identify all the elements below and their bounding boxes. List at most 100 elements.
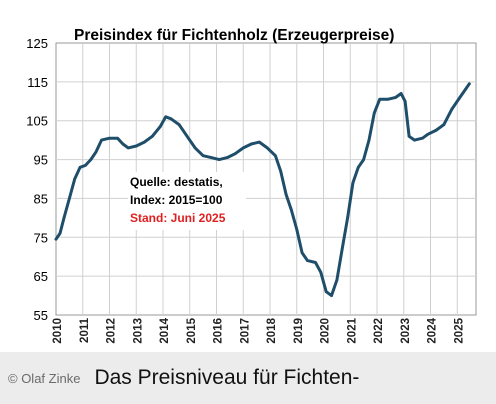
annotation-stand: Stand: Juni 2025 bbox=[130, 211, 226, 225]
data-point bbox=[394, 96, 398, 99]
x-tick-label: 2015 bbox=[186, 317, 198, 343]
data-point bbox=[434, 129, 438, 132]
photo-credit: © Olaf Zinke bbox=[8, 370, 81, 386]
data-point bbox=[217, 158, 221, 161]
data-point bbox=[426, 133, 430, 136]
y-axis-ticks: 55 65 75 85 95 105 115 125 bbox=[26, 36, 48, 323]
data-point bbox=[135, 144, 138, 148]
data-point bbox=[407, 135, 411, 138]
caption-bar: © Olaf Zinke Das Preisniveau für Fichten… bbox=[0, 352, 496, 404]
x-tick-label: 2022 bbox=[373, 318, 385, 344]
data-point bbox=[274, 154, 277, 157]
data-point bbox=[201, 154, 205, 157]
data-point bbox=[335, 278, 339, 282]
data-point bbox=[450, 107, 454, 111]
data-point bbox=[68, 197, 71, 200]
x-tick-label: 2017 bbox=[239, 318, 251, 344]
data-point bbox=[403, 100, 407, 103]
data-point bbox=[58, 232, 62, 235]
x-tick-label: 2023 bbox=[400, 318, 412, 344]
data-point bbox=[177, 123, 181, 126]
annotation-index: Index: 2015=100 bbox=[130, 193, 223, 207]
data-point bbox=[290, 208, 293, 212]
x-tick-label: 2019 bbox=[293, 318, 305, 344]
data-point bbox=[295, 228, 299, 231]
data-point bbox=[62, 216, 66, 220]
y-tick-label: 125 bbox=[26, 36, 48, 51]
annotation-background bbox=[128, 172, 246, 230]
data-point bbox=[458, 96, 462, 99]
data-point bbox=[159, 125, 162, 128]
x-tick-label: 2010 bbox=[52, 318, 64, 344]
data-point bbox=[314, 261, 317, 264]
data-point bbox=[225, 156, 229, 159]
y-tick-label: 65 bbox=[34, 269, 48, 284]
y-tick-label: 115 bbox=[27, 75, 48, 90]
y-tick-label: 95 bbox=[34, 153, 48, 168]
data-point bbox=[258, 140, 261, 144]
data-point bbox=[84, 164, 87, 167]
data-point bbox=[108, 136, 111, 140]
data-point bbox=[340, 247, 344, 251]
x-tick-label: 2021 bbox=[346, 317, 358, 343]
data-point bbox=[279, 169, 283, 173]
data-point bbox=[121, 142, 125, 146]
x-tick-label: 2013 bbox=[132, 318, 144, 344]
x-tick-label: 2012 bbox=[106, 318, 118, 344]
data-point bbox=[351, 181, 355, 185]
y-tick-label: 75 bbox=[34, 230, 48, 245]
data-point bbox=[151, 135, 154, 138]
data-point bbox=[266, 146, 269, 150]
chart-title: Preisindex für Fichtenholz (Erzeugerprei… bbox=[74, 27, 394, 44]
plot-border bbox=[55, 42, 477, 316]
data-point bbox=[373, 111, 376, 115]
data-point bbox=[126, 146, 130, 150]
data-point bbox=[421, 136, 424, 140]
data-point bbox=[100, 138, 103, 142]
data-point bbox=[242, 146, 245, 150]
data-point bbox=[78, 166, 82, 169]
data-point bbox=[386, 98, 390, 101]
line-chart: 55 65 75 85 95 105 115 125 2010 2011 2012 2013 2014… bbox=[26, 27, 477, 344]
x-tick-label: 2016 bbox=[213, 318, 225, 344]
data-point bbox=[399, 92, 403, 95]
series-group bbox=[54, 82, 471, 298]
data-point bbox=[89, 158, 93, 161]
data-point bbox=[357, 166, 360, 169]
data-point bbox=[250, 142, 253, 146]
x-tick-label: 2014 bbox=[159, 317, 171, 343]
article-headline: Das Preisniveau für Fichten- bbox=[94, 366, 360, 389]
data-point bbox=[362, 158, 365, 161]
data-point bbox=[330, 294, 333, 297]
data-point bbox=[94, 150, 98, 154]
data-point bbox=[367, 138, 371, 142]
x-tick-label: 2024 bbox=[427, 317, 439, 343]
data-point bbox=[54, 237, 58, 241]
x-tick-label: 2020 bbox=[320, 318, 332, 344]
data-point bbox=[143, 140, 146, 144]
x-tick-label: 2018 bbox=[266, 317, 278, 343]
data-point bbox=[233, 152, 237, 155]
y-tick-label: 85 bbox=[34, 191, 48, 206]
x-axis-ticks: 2010 2011 2012 2013 2014 2015 2016 2017 2018 2019… bbox=[52, 317, 465, 343]
data-point bbox=[169, 117, 173, 121]
x-tick-label: 2025 bbox=[453, 317, 465, 343]
data-point bbox=[468, 82, 471, 86]
annotation-source: Quelle: destatis, bbox=[130, 175, 223, 189]
data-point bbox=[193, 146, 197, 150]
series-line bbox=[54, 82, 471, 298]
data-point bbox=[116, 136, 119, 140]
data-point bbox=[73, 177, 76, 181]
data-point bbox=[209, 156, 213, 159]
data-point bbox=[324, 290, 328, 294]
y-tick-label: 105 bbox=[26, 114, 48, 129]
data-point bbox=[378, 98, 382, 101]
data-point bbox=[442, 123, 446, 126]
data-point bbox=[346, 216, 349, 220]
data-point bbox=[413, 138, 416, 142]
data-point bbox=[464, 88, 467, 91]
data-point bbox=[300, 251, 304, 255]
data-point bbox=[284, 193, 288, 196]
data-point bbox=[319, 271, 323, 274]
